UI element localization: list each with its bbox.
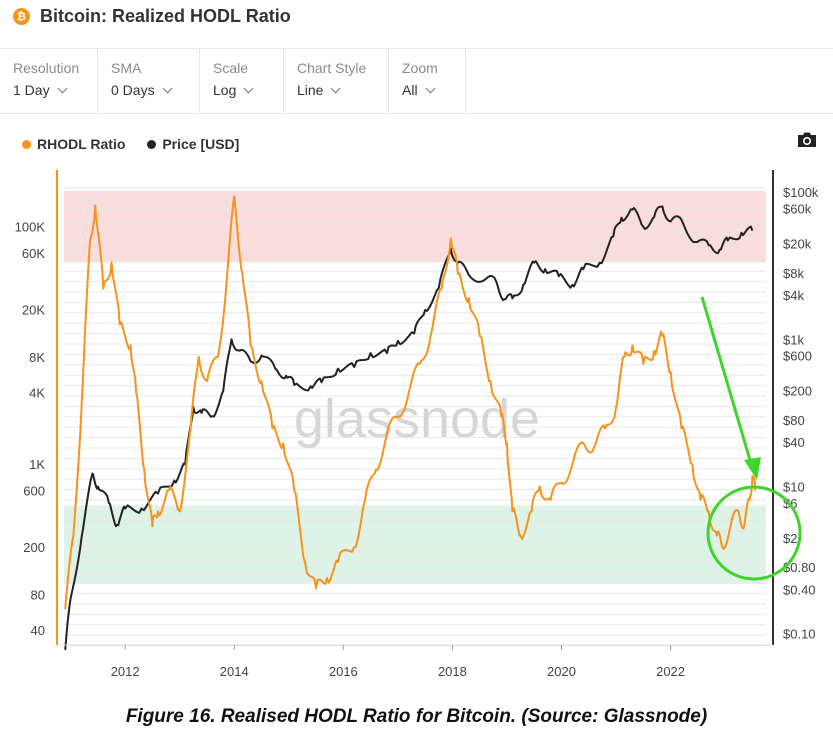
left-tick-label: 40 (31, 623, 45, 638)
chart-legend: RHODL Ratio Price [USD] (22, 136, 257, 152)
x-tick-label: 2022 (656, 664, 685, 679)
chevron-down-icon (331, 83, 341, 94)
right-tick-label: $4k (783, 288, 804, 303)
green-circle (706, 485, 802, 581)
left-tick-label: 80 (31, 587, 45, 602)
legend-dot (22, 140, 31, 149)
title-bar: ₿ Bitcoin: Realized HODL Ratio (0, 0, 833, 40)
right-tick-label: $0.10 (783, 627, 816, 642)
chevron-down-icon (57, 83, 68, 94)
x-tick-label: 2012 (111, 664, 140, 679)
band-upper (64, 190, 766, 263)
bitcoin-icon: ₿ (13, 8, 30, 25)
resolution-select[interactable]: 1 Day (13, 82, 68, 98)
right-tick-label: $100k (783, 185, 819, 200)
x-tick-label: 2018 (438, 664, 467, 679)
right-tick-label: $1k (783, 332, 804, 347)
left-tick-label: 600 (23, 484, 45, 499)
left-tick-label: 200 (23, 540, 45, 555)
x-tick-label: 2014 (220, 664, 249, 679)
figure-caption: Figure 16. Realised HODL Ratio for Bitco… (125, 706, 708, 727)
right-tick-label: $10 (783, 479, 805, 494)
right-tick-label: $60k (783, 201, 812, 216)
right-tick-label: $8k (783, 266, 804, 281)
band-lower (64, 505, 766, 583)
resolution-control[interactable]: Resolution 1 Day (0, 49, 98, 113)
sma-select[interactable]: 0 Days (111, 82, 173, 98)
scale-select[interactable]: Log (213, 82, 254, 98)
camera-icon[interactable] (796, 131, 818, 149)
left-tick-label: 1K (29, 457, 45, 472)
zoom-select[interactable]: All (402, 82, 436, 98)
glassnode-watermark: glassnode (294, 389, 540, 449)
chart-area: glassnode 100K 60K 20K 8K 4K 1K 600 200 80 40 $100… (15, 170, 819, 679)
chevron-down-icon (243, 83, 254, 94)
rhodl-ratio-line (64, 195, 757, 610)
annotation-group (700, 296, 802, 581)
legend-item-price[interactable]: Price [USD] (147, 136, 239, 152)
green-arrow (700, 296, 754, 468)
right-tick-label: $0.40 (783, 582, 816, 597)
sma-control[interactable]: SMA 0 Days (98, 49, 200, 113)
zoom-label: Zoom (402, 60, 438, 76)
chart-style-label: Chart Style (297, 60, 367, 76)
right-tick-label: $200 (783, 384, 812, 399)
legend-item-rhodl[interactable]: RHODL Ratio (22, 136, 125, 152)
chart-style-select[interactable]: Line (297, 82, 341, 98)
chart-toolbar: Resolution 1 Day SMA 0 Days Scale Log Ch… (0, 48, 833, 114)
right-tick-label: $2 (783, 531, 797, 546)
left-tick-label: 20K (22, 303, 45, 318)
page-title: Bitcoin: Realized HODL Ratio (40, 6, 291, 26)
resolution-label: Resolution (13, 60, 80, 76)
scale-control[interactable]: Scale Log (200, 49, 284, 113)
legend-dot (147, 140, 157, 149)
left-tick-label: 8K (29, 350, 45, 365)
chart-style-control[interactable]: Chart Style Line (284, 49, 389, 113)
sma-label: SMA (111, 60, 142, 76)
green-arrowhead (744, 457, 761, 480)
right-tick-label: $0.80 (783, 560, 816, 575)
right-tick-label: $20k (783, 237, 812, 252)
right-tick-label: $600 (783, 349, 812, 364)
left-tick-label: 4K (29, 386, 45, 401)
left-tick-label: 100K (15, 220, 46, 235)
x-tick-label: 2016 (329, 664, 358, 679)
right-tick-label: $40 (783, 435, 805, 450)
x-tick-label: 2020 (547, 664, 576, 679)
price-usd-line (64, 205, 754, 650)
right-tick-label: $80 (783, 413, 805, 428)
scale-label: Scale (213, 60, 249, 76)
zoom-control[interactable]: Zoom All (389, 49, 466, 113)
left-tick-label: 60K (22, 246, 45, 261)
chevron-down-icon (162, 83, 173, 94)
chevron-down-icon (425, 83, 436, 94)
